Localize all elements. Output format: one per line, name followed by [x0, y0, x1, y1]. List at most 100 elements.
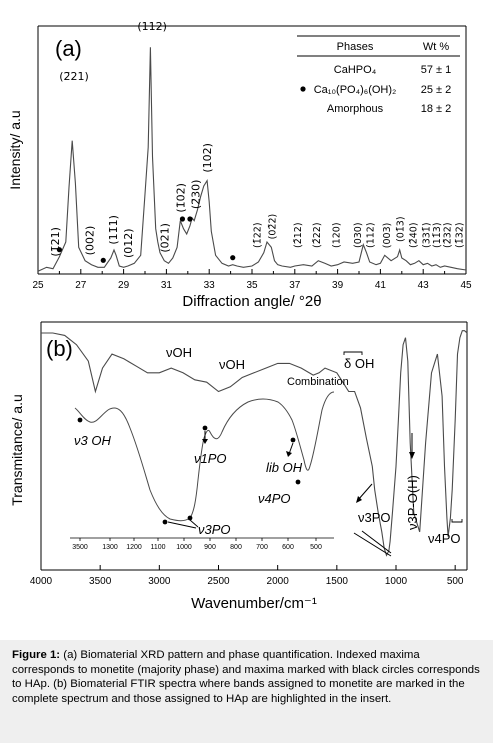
xrd-x-tick-label: 25 [32, 280, 44, 291]
xrd-y-axis-label: Intensity/ a.u [7, 110, 23, 189]
peak-label: (02̄2) [267, 214, 278, 240]
hap-marker-inset [290, 437, 296, 443]
bracket [343, 351, 363, 355]
ftir-x-tick-label: 1000 [385, 576, 408, 587]
arrow [353, 532, 392, 557]
ftir-y-axis-label: Transmitance/ a.u [9, 394, 25, 506]
inset-x-tick-label: 500 [310, 544, 322, 551]
inset-label: lib OH [266, 460, 303, 475]
ftir-annotation: ν4PO [428, 531, 461, 546]
panel-b-label: (b) [46, 336, 73, 361]
panel-a-label: (a) [55, 36, 82, 61]
peak-label: (021) [158, 223, 171, 253]
inset-label: ν3 OH [74, 433, 111, 448]
peak-label: (331̄) [421, 222, 432, 248]
peak-label: (012) [122, 228, 135, 258]
caption-text: (a) Biomaterial XRD pattern and phase qu… [12, 649, 480, 705]
xrd-pattern-line [37, 47, 467, 272]
figure-caption: Figure 1: (a) Biomaterial XRD pattern an… [0, 640, 493, 743]
caption-lead: Figure 1: [12, 649, 61, 661]
hap-marker [179, 216, 186, 222]
peak-label: (112) [366, 222, 377, 248]
xrd-x-axis-label: Diffraction angle/ °2θ [182, 293, 321, 310]
inset-x-tick-label: 1300 [102, 544, 118, 551]
arrow-head [202, 439, 208, 444]
peak-label: (2̄21) [59, 70, 89, 83]
inset-x-tick-label: 1100 [150, 544, 165, 551]
ftir-x-tick-label: 2500 [207, 576, 230, 587]
hap-marker-inset [77, 417, 83, 423]
inset-x-tick-label: 700 [256, 544, 268, 551]
inset-x-tick-label: 600 [282, 544, 294, 551]
peak-label: (11̄1) [107, 215, 120, 245]
xrd-x-tick-label: 39 [332, 280, 344, 291]
peak-label: (2̄40) [409, 222, 420, 248]
peak-label: (003) [382, 223, 393, 249]
hap-marker [230, 255, 236, 261]
xrd-panel: 25 27 29 31 33 35 37 39 41 43 45 (1̄21) (2̄21) (002)… [7, 20, 472, 310]
peak-label: (002) [83, 226, 96, 256]
xrd-x-tick-label: 31 [161, 280, 173, 291]
ftir-x-tick-label: 4000 [30, 576, 53, 587]
peak-label: (1̄21) [49, 227, 62, 257]
xrd-x-tick-label: 33 [204, 280, 216, 291]
peak-label: (1̄32) [455, 222, 466, 248]
arrow [189, 519, 199, 528]
peak-label: (102) [201, 143, 214, 173]
table-row-wt: 18 ± 2 [421, 103, 452, 115]
arrow [361, 530, 392, 554]
inset-x-tick-label: 900 [204, 544, 216, 551]
table-row-phase: Ca₁₀(PO₄)₆(OH)₂ [314, 84, 397, 96]
peak-label: (112) [137, 20, 167, 33]
inset-x-tick-label: 800 [230, 544, 242, 551]
ftir-annotation: ν3PO [358, 510, 391, 525]
ftir-x-tick-label: 2000 [267, 576, 290, 587]
bracket [451, 519, 463, 523]
hap-marker [187, 216, 193, 222]
peak-label: (2̄30) [189, 180, 202, 210]
peak-label: (2̄32) [443, 222, 454, 248]
hap-marker-inset [162, 519, 168, 525]
ftir-annotation: νOH [219, 357, 245, 372]
xrd-x-tick-label: 43 [418, 280, 430, 291]
ftir-annotation: ν3P-O(H) [405, 475, 420, 530]
xrd-x-tick-label: 35 [246, 280, 258, 291]
peak-label: (01̄3) [396, 216, 407, 242]
inset-x-tick-label: 1200 [126, 544, 142, 551]
arrow-head [286, 451, 292, 457]
arrow [167, 521, 197, 529]
inset-label: ν1PO [194, 451, 227, 466]
peak-label: (120) [331, 222, 342, 248]
phase-table: Phases Wt % CaHPO₄ 57 ± 1 Ca₁₀(PO₄)₆(OH)… [297, 35, 460, 115]
peak-label: (1̄22) [252, 222, 263, 248]
ftir-x-tick-label: 3500 [89, 576, 112, 587]
ftir-x-axis-label: Wavenumber/cm⁻¹ [191, 595, 317, 612]
arrow-head [356, 496, 362, 503]
ftir-annotation: νOH [166, 345, 192, 360]
table-header-phases: Phases [337, 41, 374, 53]
table-row-wt: 25 ± 2 [421, 84, 452, 96]
table-row-phase: CaHPO₄ [334, 64, 377, 76]
hap-marker [100, 257, 106, 263]
arrow [357, 483, 373, 501]
ftir-annotation: δ OH [344, 356, 374, 371]
inset-spectrum-line [74, 391, 335, 522]
peak-label: (2̄22) [312, 222, 323, 248]
hap-marker-legend [300, 86, 306, 92]
inset-x-tick-label: 1000 [176, 544, 192, 551]
inset-x-tick-label: 3500 [72, 544, 88, 551]
xrd-x-tick-label: 27 [75, 280, 87, 291]
peak-label: (2̄12) [293, 222, 304, 248]
ftir-annotation: Combination [287, 376, 349, 388]
arrow [288, 442, 294, 455]
table-row-phase: Amorphous [327, 103, 384, 115]
peak-label: (11̄3) [432, 222, 443, 248]
arrow-head [409, 452, 415, 459]
xrd-x-tick-label: 45 [460, 280, 472, 291]
ftir-x-tick-label: 3000 [148, 576, 171, 587]
xrd-x-tick-label: 37 [289, 280, 301, 291]
inset-chart: 3500 1300 1200 1100 1000 900 800 700 600 500 ν3 O… [70, 391, 335, 551]
xrd-x-tick-label: 41 [375, 280, 387, 291]
figure: 25 27 29 31 33 35 37 39 41 43 45 (1̄21) (2̄21) (002)… [7, 20, 472, 612]
ftir-panel: 4000 3500 3000 2500 2000 1500 1000 500 3500 1300… [9, 321, 468, 612]
